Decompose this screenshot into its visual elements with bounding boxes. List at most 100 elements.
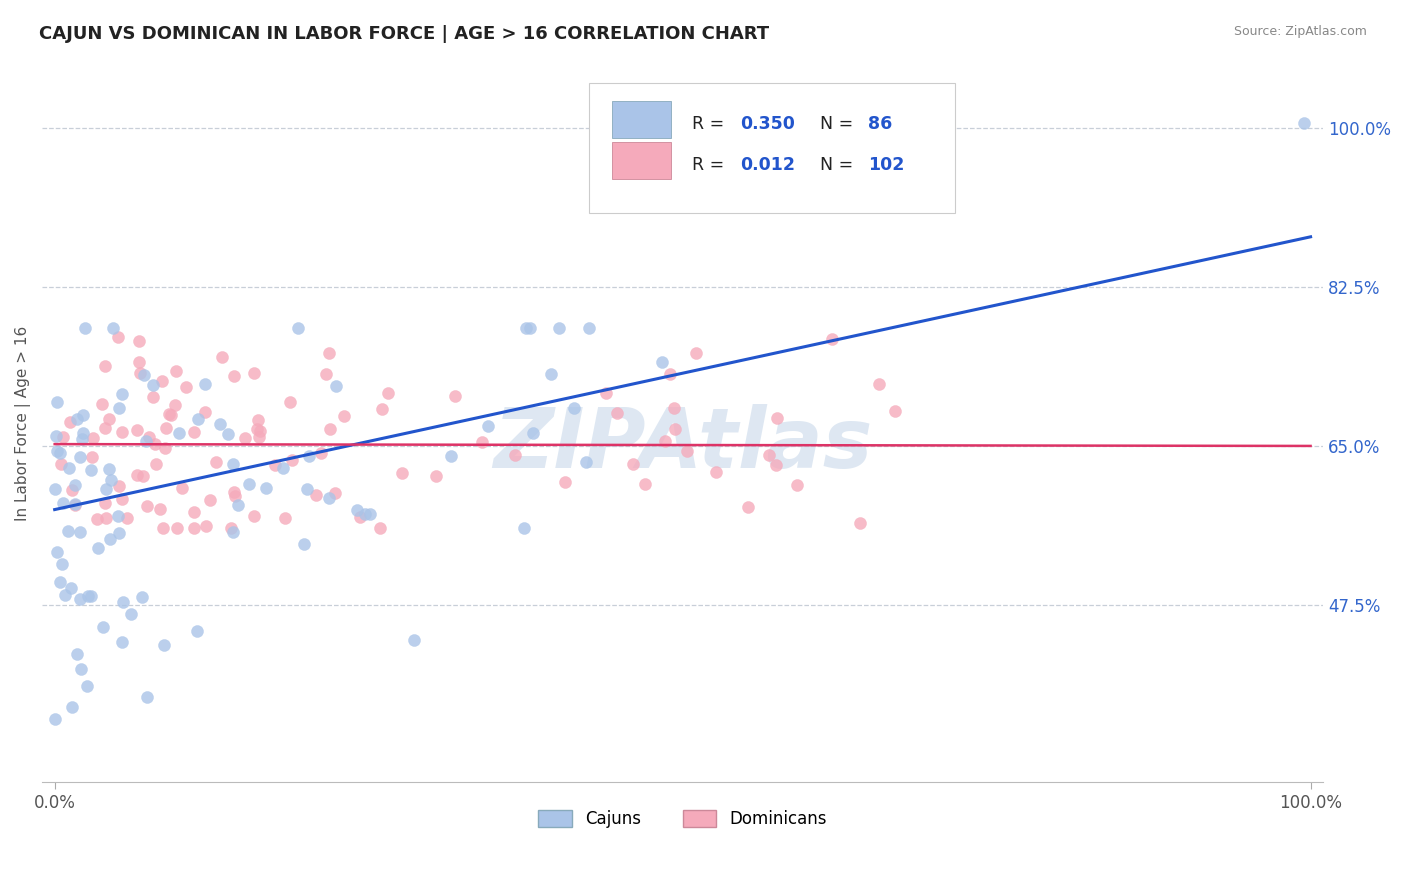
Point <box>112 595 135 609</box>
Point <box>554 475 576 490</box>
Point <box>98 532 121 546</box>
Point <box>353 507 375 521</box>
Point <box>359 508 381 522</box>
Point <box>65 498 87 512</box>
Point <box>183 521 205 535</box>
Point <box>548 320 571 334</box>
Point <box>187 412 209 426</box>
Point <box>211 351 233 365</box>
Point <box>149 502 172 516</box>
Point <box>150 374 173 388</box>
Point <box>621 457 644 471</box>
Point <box>73 320 96 334</box>
Point <box>247 412 270 426</box>
Point <box>44 482 66 496</box>
Point <box>93 421 115 435</box>
Point <box>107 330 129 344</box>
Point <box>86 511 108 525</box>
Point <box>111 387 134 401</box>
Point <box>55 588 77 602</box>
Point <box>315 367 337 381</box>
Point <box>65 497 87 511</box>
Point <box>157 407 180 421</box>
Point <box>163 398 186 412</box>
Point <box>606 407 628 421</box>
Point <box>101 320 124 334</box>
Text: 86: 86 <box>869 115 893 133</box>
Point <box>111 425 134 440</box>
Point <box>44 712 66 726</box>
Point <box>70 432 93 446</box>
Point <box>242 366 264 380</box>
Point <box>80 589 103 603</box>
Point <box>91 620 114 634</box>
Point <box>706 466 728 480</box>
Point <box>368 521 391 535</box>
Point <box>135 499 157 513</box>
Point <box>46 395 69 409</box>
Point <box>274 511 297 525</box>
FancyBboxPatch shape <box>612 142 671 179</box>
FancyBboxPatch shape <box>612 101 671 138</box>
Point <box>349 510 371 524</box>
Point <box>540 368 562 382</box>
Point <box>287 320 309 334</box>
Point <box>69 450 91 464</box>
Point <box>194 376 217 391</box>
Point <box>94 496 117 510</box>
Point <box>97 462 120 476</box>
Point <box>166 521 188 535</box>
Point <box>264 458 287 472</box>
Point <box>59 415 82 429</box>
Point <box>128 334 150 348</box>
Point <box>758 448 780 462</box>
Point <box>129 366 152 380</box>
Point <box>86 541 108 555</box>
Point <box>111 635 134 649</box>
Point <box>143 437 166 451</box>
Point <box>737 500 759 514</box>
Point <box>298 450 321 464</box>
Text: N =: N = <box>820 115 853 133</box>
Text: R =: R = <box>692 155 730 174</box>
Point <box>685 346 707 360</box>
Point <box>142 390 165 404</box>
Text: 0.350: 0.350 <box>741 115 796 133</box>
Point <box>319 422 342 436</box>
Point <box>111 491 134 506</box>
Point <box>1294 116 1316 130</box>
Point <box>128 355 150 369</box>
Point <box>107 508 129 523</box>
Point <box>664 401 686 416</box>
Point <box>152 521 174 535</box>
Point <box>292 536 315 550</box>
Point <box>51 557 73 571</box>
Point <box>82 431 104 445</box>
FancyBboxPatch shape <box>589 84 956 213</box>
Point <box>595 386 617 401</box>
Point <box>243 508 266 523</box>
Point <box>333 409 356 424</box>
Point <box>425 469 447 483</box>
Point <box>115 510 138 524</box>
Point <box>765 411 787 425</box>
Point <box>66 647 89 661</box>
Point <box>49 446 72 460</box>
Y-axis label: In Labor Force | Age > 16: In Labor Force | Age > 16 <box>15 326 31 521</box>
Text: R =: R = <box>692 115 730 133</box>
Point <box>107 401 129 416</box>
Point <box>60 483 83 497</box>
Point <box>309 446 332 460</box>
Point <box>249 424 271 438</box>
Point <box>305 487 328 501</box>
Point <box>519 320 541 334</box>
Point <box>76 680 98 694</box>
Point <box>186 624 208 638</box>
Point <box>69 591 91 606</box>
Point <box>440 449 463 463</box>
Point <box>98 412 121 426</box>
Point <box>183 425 205 439</box>
Point <box>224 489 246 503</box>
Point <box>325 379 347 393</box>
Point <box>174 380 197 394</box>
